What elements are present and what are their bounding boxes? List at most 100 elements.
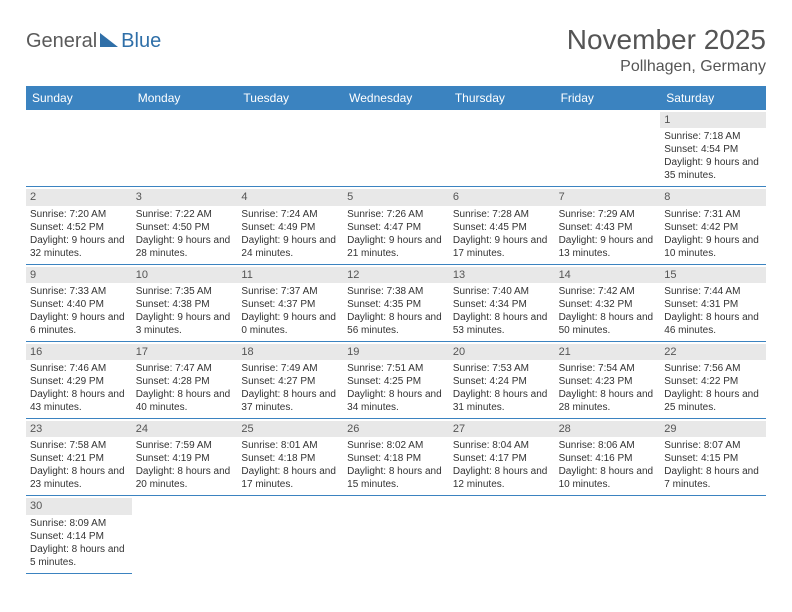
daylight-line: Daylight: 8 hours and 25 minutes. <box>664 388 762 414</box>
sunset-line: Sunset: 4:35 PM <box>347 298 445 311</box>
sunrise-line: Sunrise: 8:02 AM <box>347 439 445 452</box>
sunrise-line: Sunrise: 7:18 AM <box>664 130 762 143</box>
day-cell-2: 2Sunrise: 7:20 AMSunset: 4:52 PMDaylight… <box>26 187 132 264</box>
day-cell-20: 20Sunrise: 7:53 AMSunset: 4:24 PMDayligh… <box>449 342 555 419</box>
sunset-line: Sunset: 4:25 PM <box>347 375 445 388</box>
day-cell-24: 24Sunrise: 7:59 AMSunset: 4:19 PMDayligh… <box>132 419 238 496</box>
day-cell-8: 8Sunrise: 7:31 AMSunset: 4:42 PMDaylight… <box>660 187 766 264</box>
empty-cell <box>132 110 238 187</box>
day-cell-7: 7Sunrise: 7:29 AMSunset: 4:43 PMDaylight… <box>555 187 661 264</box>
day-cell-16: 16Sunrise: 7:46 AMSunset: 4:29 PMDayligh… <box>26 342 132 419</box>
sunrise-line: Sunrise: 7:58 AM <box>30 439 128 452</box>
sunset-line: Sunset: 4:14 PM <box>30 530 128 543</box>
day-number: 12 <box>343 267 449 283</box>
day-cell-13: 13Sunrise: 7:40 AMSunset: 4:34 PMDayligh… <box>449 265 555 342</box>
sunset-line: Sunset: 4:42 PM <box>664 221 762 234</box>
header: General Blue November 2025 Pollhagen, Ge… <box>26 24 766 76</box>
month-title: November 2025 <box>567 24 766 56</box>
daylight-line: Daylight: 8 hours and 23 minutes. <box>30 465 128 491</box>
calendar: SundayMondayTuesdayWednesdayThursdayFrid… <box>26 86 766 574</box>
day-cell-14: 14Sunrise: 7:42 AMSunset: 4:32 PMDayligh… <box>555 265 661 342</box>
day-number: 3 <box>132 189 238 205</box>
day-cell-1: 1 Sunrise: 7:18 AMSunset: 4:54 PMDaylight… <box>660 110 766 187</box>
sunrise-line: Sunrise: 8:07 AM <box>664 439 762 452</box>
empty-cell <box>449 110 555 187</box>
day-number: 25 <box>237 421 343 437</box>
sunrise-line: Sunrise: 8:09 AM <box>30 517 128 530</box>
sail-icon <box>100 33 118 47</box>
daylight-line: Daylight: 8 hours and 5 minutes. <box>30 543 128 569</box>
weekday-sunday: Sunday <box>26 86 132 110</box>
daylight-line: Daylight: 9 hours and 35 minutes. <box>664 156 762 182</box>
daylight-line: Daylight: 8 hours and 28 minutes. <box>559 388 657 414</box>
sunrise-line: Sunrise: 8:01 AM <box>241 439 339 452</box>
day-cell-17: 17Sunrise: 7:47 AMSunset: 4:28 PMDayligh… <box>132 342 238 419</box>
day-cell-21: 21Sunrise: 7:54 AMSunset: 4:23 PMDayligh… <box>555 342 661 419</box>
sunrise-line: Sunrise: 7:38 AM <box>347 285 445 298</box>
weekday-wednesday: Wednesday <box>343 86 449 110</box>
sunset-line: Sunset: 4:19 PM <box>136 452 234 465</box>
daylight-line: Daylight: 8 hours and 12 minutes. <box>453 465 551 491</box>
day-number: 26 <box>343 421 449 437</box>
daylight-line: Daylight: 9 hours and 32 minutes. <box>30 234 128 260</box>
sunset-line: Sunset: 4:22 PM <box>664 375 762 388</box>
sunrise-line: Sunrise: 7:31 AM <box>664 208 762 221</box>
day-number: 4 <box>237 189 343 205</box>
sunset-line: Sunset: 4:18 PM <box>347 452 445 465</box>
sunrise-line: Sunrise: 7:59 AM <box>136 439 234 452</box>
sunset-line: Sunset: 4:21 PM <box>30 452 128 465</box>
day-number: 27 <box>449 421 555 437</box>
day-cell-23: 23Sunrise: 7:58 AMSunset: 4:21 PMDayligh… <box>26 419 132 496</box>
sunset-line: Sunset: 4:23 PM <box>559 375 657 388</box>
sunset-line: Sunset: 4:16 PM <box>559 452 657 465</box>
sunset-line: Sunset: 4:52 PM <box>30 221 128 234</box>
day-number: 21 <box>555 344 661 360</box>
sunrise-line: Sunrise: 7:51 AM <box>347 362 445 375</box>
day-cell-4: 4Sunrise: 7:24 AMSunset: 4:49 PMDaylight… <box>237 187 343 264</box>
logo-text-general: General <box>26 30 97 53</box>
day-cell-28: 28Sunrise: 8:06 AMSunset: 4:16 PMDayligh… <box>555 419 661 496</box>
daylight-line: Daylight: 8 hours and 15 minutes. <box>347 465 445 491</box>
day-number: 11 <box>237 267 343 283</box>
day-number: 19 <box>343 344 449 360</box>
sunset-line: Sunset: 4:29 PM <box>30 375 128 388</box>
sunrise-line: Sunrise: 7:53 AM <box>453 362 551 375</box>
day-number: 6 <box>449 189 555 205</box>
location: Pollhagen, Germany <box>567 58 766 76</box>
daylight-line: Daylight: 9 hours and 0 minutes. <box>241 311 339 337</box>
day-cell-3: 3Sunrise: 7:22 AMSunset: 4:50 PMDaylight… <box>132 187 238 264</box>
day-number: 20 <box>449 344 555 360</box>
day-number: 17 <box>132 344 238 360</box>
sunrise-line: Sunrise: 7:35 AM <box>136 285 234 298</box>
calendar-grid: 1Sunrise: 7:18 AMSunset: 4:54 PMDaylight… <box>26 110 766 574</box>
day-number: 15 <box>660 267 766 283</box>
daylight-line: Daylight: 9 hours and 3 minutes. <box>136 311 234 337</box>
day-cell-29: 29Sunrise: 8:07 AMSunset: 4:15 PMDayligh… <box>660 419 766 496</box>
day-number: 28 <box>555 421 661 437</box>
day-cell-27: 27 Sunrise: 8:04 AMSunset: 4:17 PMDayligh… <box>449 419 555 496</box>
sunset-line: Sunset: 4:32 PM <box>559 298 657 311</box>
day-cell-30: 30Sunrise: 8:09 AMSunset: 4:14 PMDayligh… <box>26 496 132 573</box>
sunrise-line: Sunrise: 7:28 AM <box>453 208 551 221</box>
daylight-line: Daylight: 9 hours and 21 minutes. <box>347 234 445 260</box>
sunrise-line: Sunrise: 7:47 AM <box>136 362 234 375</box>
empty-cell <box>26 110 132 187</box>
sunset-line: Sunset: 4:31 PM <box>664 298 762 311</box>
sunset-line: Sunset: 4:54 PM <box>664 143 762 156</box>
daylight-line: Daylight: 9 hours and 6 minutes. <box>30 311 128 337</box>
daylight-line: Daylight: 8 hours and 56 minutes. <box>347 311 445 337</box>
day-cell-6: 6Sunrise: 7:28 AMSunset: 4:45 PMDaylight… <box>449 187 555 264</box>
sunrise-line: Sunrise: 8:04 AM <box>453 439 551 452</box>
sunset-line: Sunset: 4:24 PM <box>453 375 551 388</box>
weekday-tuesday: Tuesday <box>237 86 343 110</box>
sunset-line: Sunset: 4:17 PM <box>453 452 551 465</box>
day-number: 1 <box>660 112 766 128</box>
daylight-line: Daylight: 8 hours and 10 minutes. <box>559 465 657 491</box>
day-number: 5 <box>343 189 449 205</box>
daylight-line: Daylight: 8 hours and 46 minutes. <box>664 311 762 337</box>
daylight-line: Daylight: 9 hours and 24 minutes. <box>241 234 339 260</box>
daylight-line: Daylight: 9 hours and 17 minutes. <box>453 234 551 260</box>
empty-cell <box>555 110 661 187</box>
sunset-line: Sunset: 4:15 PM <box>664 452 762 465</box>
day-cell-10: 10Sunrise: 7:35 AMSunset: 4:38 PMDayligh… <box>132 265 238 342</box>
